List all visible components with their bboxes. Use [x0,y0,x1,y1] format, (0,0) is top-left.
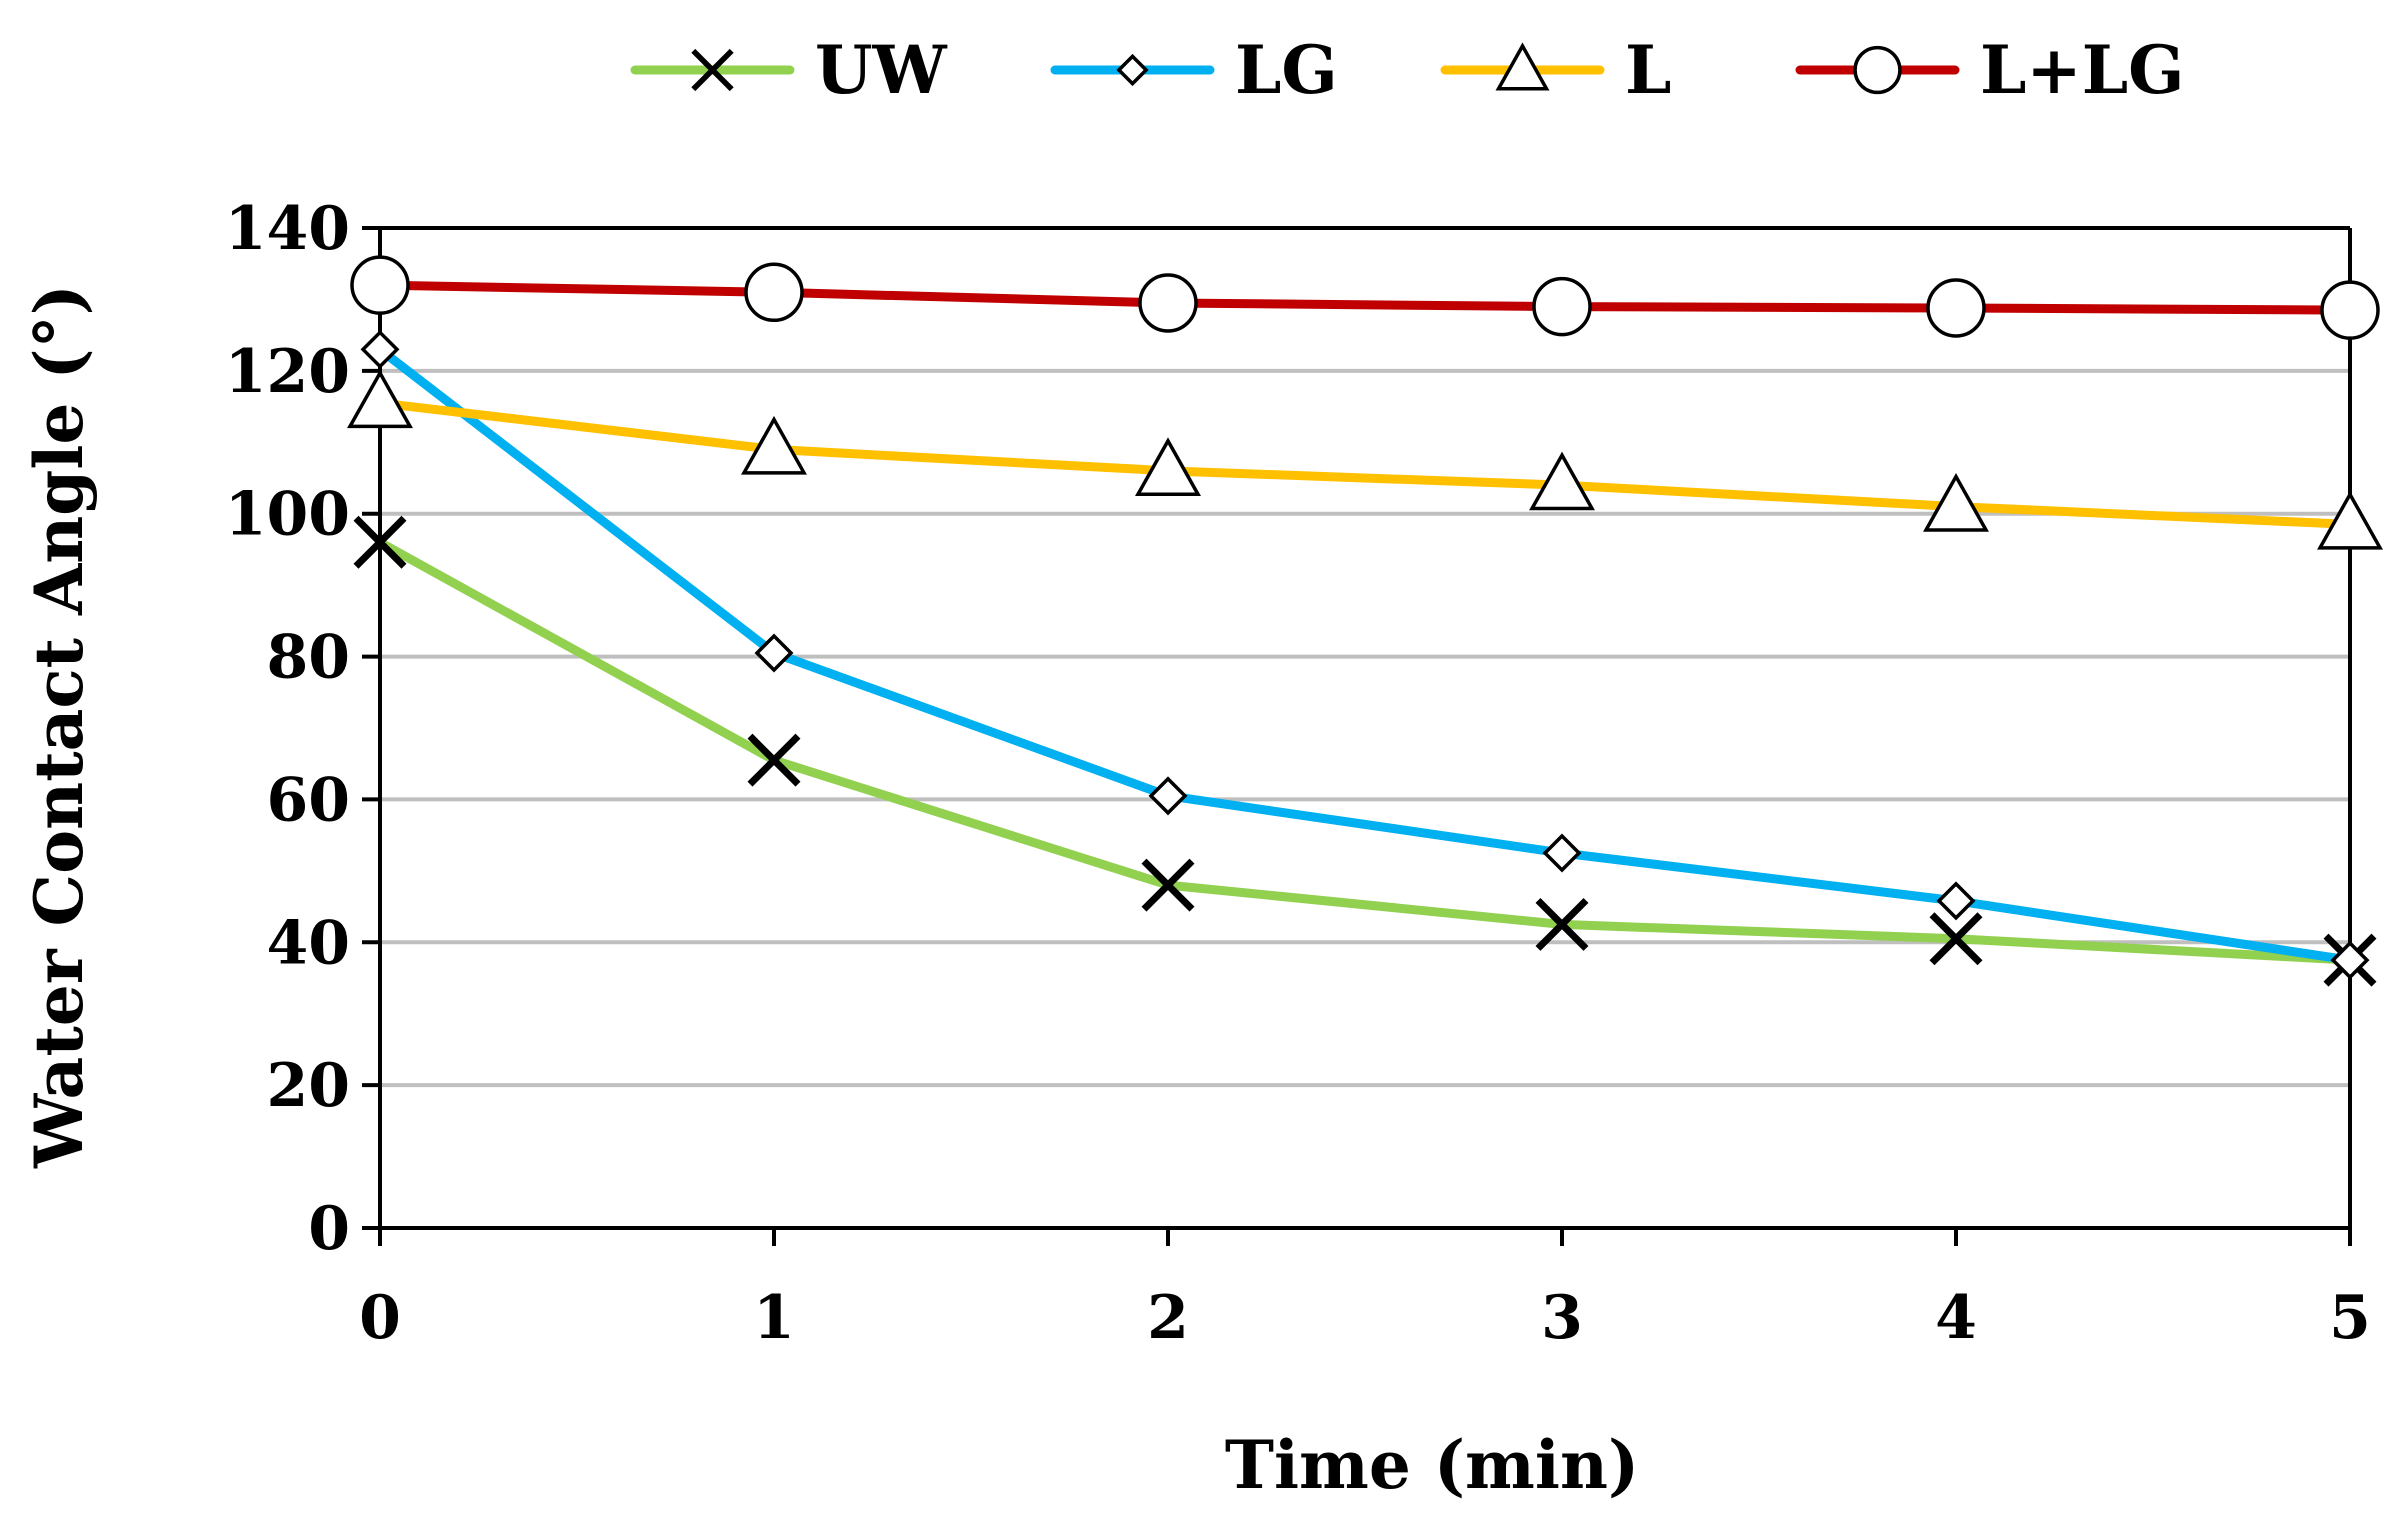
data-point-l-lg-4 [1926,278,1986,338]
y-tick-label-100: 100 [225,480,350,550]
data-point-lg-2 [1148,776,1188,816]
data-point-uw-1-stroke-b [747,733,801,787]
data-point-lg-5 [2330,940,2370,980]
data-point-lg-3 [1542,833,1582,873]
data-point-l-lg-2 [1138,273,1198,333]
data-point-uw-3-stroke-b [1535,897,1589,951]
legend-item-l-lg: L+LG [1795,31,2184,109]
legend-marker-uw [691,48,734,92]
data-point-lg-1 [754,633,794,673]
data-point-uw-2 [1141,858,1195,912]
data-point-l-3 [1529,451,1595,511]
data-point-lg-0 [360,329,400,369]
legend-marker-lg [1116,53,1149,87]
data-point-l-1 [741,415,807,475]
data-point-l-lg-5 [2320,280,2380,340]
y-tick-label-0: 0 [308,1194,350,1264]
series-uw [353,515,2377,987]
legend-label-l-lg: L+LG [1980,31,2184,109]
series-line-uw [375,537,2355,965]
x-axis-title: Time (min) [1225,1426,1639,1504]
legend-item-uw: UW [630,31,948,109]
series-line-l-lg [375,280,2355,315]
data-point-uw-1 [747,733,801,787]
legend-item-lg: LG [1050,31,1338,109]
data-point-uw-2-stroke-b [1141,858,1195,912]
legend-marker-l-lg [1853,45,1902,95]
data-point-uw-4-stroke-b [1929,912,1983,966]
gridlines [380,226,2350,1088]
data-point-l-2 [1135,437,1201,497]
series-lg [360,329,2370,980]
data-point-l-lg-1 [744,262,804,323]
y-tick-label-80: 80 [267,623,351,693]
series-line-lg [375,344,2355,965]
y-tick-label-20: 20 [267,1051,351,1121]
series-l [347,369,2383,550]
series-l-lg [350,255,2380,340]
series-layer [347,255,2383,987]
data-point-l-5 [2317,490,2383,550]
y-tick-label-140: 140 [225,194,350,264]
data-point-lg-4 [1936,881,1976,921]
legend-label-uw: UW [815,31,948,109]
x-tick-label-5: 5 [2329,1283,2371,1353]
legend-item-l: L [1440,31,1671,109]
data-point-l-4 [1923,472,1989,532]
x-tick-label-3: 3 [1541,1283,1583,1353]
legend-label-l: L [1625,31,1671,109]
series-line-l [375,398,2355,529]
legend: UW LG L L+LG [630,31,2184,109]
data-point-uw-0-stroke-b [353,515,407,569]
axes: 0 20 40 60 80 100 120 140 0 1 2 3 4 5 [225,194,2371,1353]
data-point-uw-4 [1929,912,1983,966]
data-point-l-0 [347,369,413,429]
y-tick-label-120: 120 [225,337,350,407]
x-tick-label-2: 2 [1147,1283,1189,1353]
data-point-uw-3 [1535,897,1589,951]
data-point-uw-0 [353,515,407,569]
legend-label-lg: LG [1235,31,1338,109]
y-tick-label-60: 60 [267,765,351,835]
legend-marker-uw-stroke-b [691,48,734,92]
y-tick-label-40: 40 [267,908,351,978]
data-point-l-lg-3 [1532,276,1592,337]
x-tick-label-0: 0 [359,1283,401,1353]
y-axis-title: Water Contact Angle (°) [20,284,98,1169]
x-tick-label-1: 1 [753,1283,795,1353]
legend-marker-l [1495,42,1550,91]
data-point-l-lg-0 [350,255,410,315]
x-tick-label-4: 4 [1935,1283,1977,1353]
